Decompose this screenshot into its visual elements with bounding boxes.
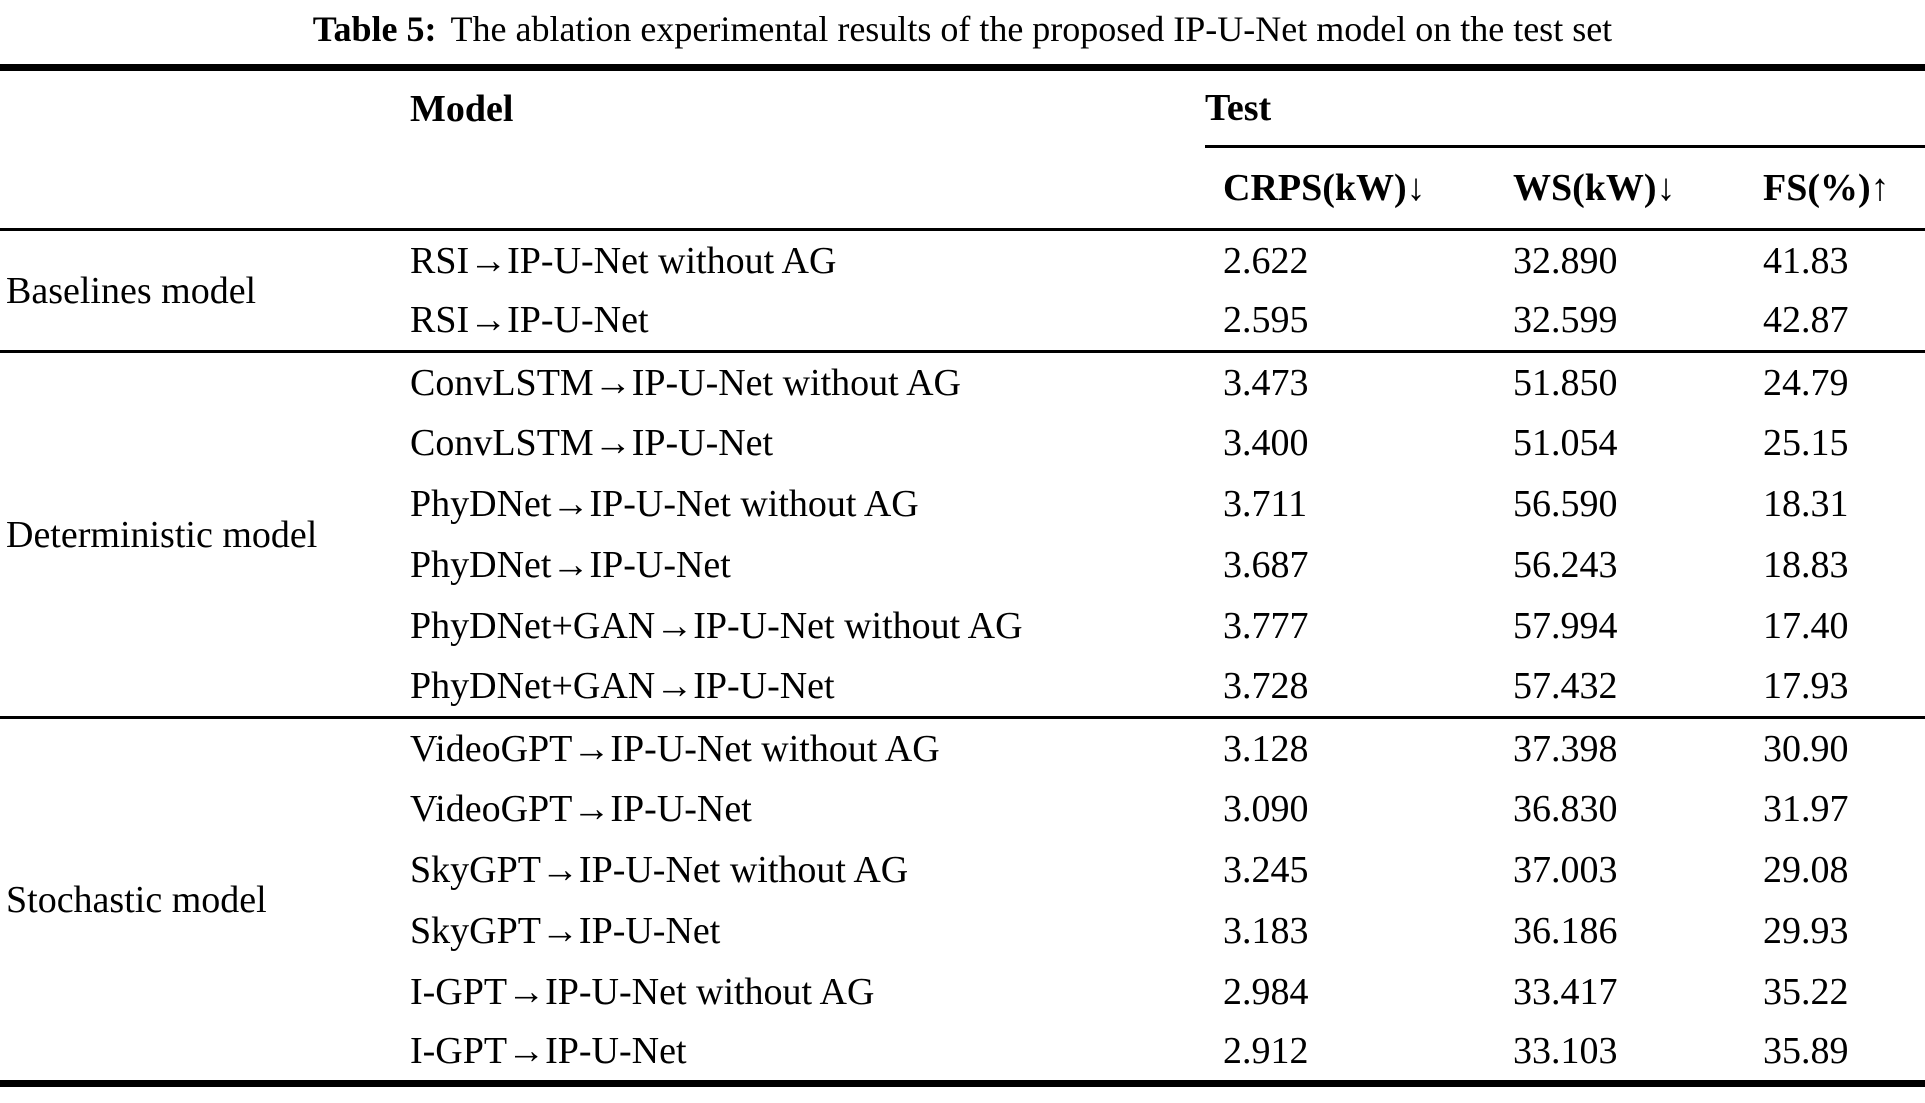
crps-cell: 3.473 — [1205, 350, 1495, 413]
model-cell: SkyGPT→IP-U-Net — [410, 910, 721, 952]
crps-cell: 3.183 — [1223, 910, 1309, 952]
fs-cell: 18.31 — [1763, 483, 1849, 525]
table-row: PhyDNet→IP-U-Net without AG 3.711 56.590 18… — [0, 474, 1925, 535]
fs-cell: 31.97 — [1763, 788, 1849, 830]
ws-cell: 32.890 — [1513, 239, 1618, 282]
fs-cell: 30.90 — [1745, 716, 1925, 779]
ws-cell: 37.398 — [1495, 716, 1745, 779]
model-cell: VideoGPT→IP-U-Net — [410, 788, 752, 830]
model-cell: RSI→IP-U-Net without AG — [410, 239, 837, 282]
table-caption: Table 5: The ablation experimental result… — [0, 0, 1925, 54]
model-cell: I-GPT→IP-U-Net — [410, 1030, 687, 1073]
header-row-top: Model Test — [0, 67, 1925, 148]
group-label-cell: Deterministic model — [0, 350, 405, 718]
metric-header-ws: WS(kW)↓ — [1495, 146, 1745, 231]
crps-cell: 2.984 — [1223, 971, 1309, 1013]
table-row: SkyGPT→IP-U-Net 3.183 36.186 29.93 — [0, 901, 1925, 962]
ws-cell: 32.599 — [1513, 299, 1618, 342]
table-row: Stochastic model VideoGPT→IP-U-Net withou… — [0, 716, 1925, 1084]
ws-cell: 56.243 — [1513, 544, 1618, 586]
fs-cell: 29.93 — [1763, 910, 1849, 952]
model-cell: I-GPT→IP-U-Net without AG — [410, 971, 875, 1013]
ws-cell: 33.103 — [1513, 1030, 1618, 1073]
crps-cell: 2.622 — [1223, 239, 1309, 282]
corner-cell — [0, 68, 405, 147]
table-row: I-GPT→IP-U-Net without AG 2.984 33.417 35.2… — [0, 962, 1925, 1023]
table-row: SkyGPT→IP-U-Net without AG 3.245 37.003 29.… — [0, 840, 1925, 901]
ws-cell: 57.994 — [1513, 605, 1618, 647]
test-column-group-header: Test — [1205, 67, 1925, 148]
table-caption-label: Table 5: — [312, 9, 437, 49]
fs-cell: 18.83 — [1763, 544, 1849, 586]
table-row: VideoGPT→IP-U-Net 3.090 36.830 31.97 — [0, 779, 1925, 840]
table-row: RSI→IP-U-Net 2.595 32.599 42.87 — [0, 291, 1925, 352]
fs-cell: 35.22 — [1763, 971, 1849, 1013]
crps-cell: 3.128 — [1205, 716, 1495, 779]
ws-cell: 51.850 — [1495, 350, 1745, 413]
table-row: Deterministic model ConvLSTM→IP-U-Net wit… — [0, 350, 1925, 718]
table-row: Baselines model RSI→IP-U-Net without AG 2.… — [0, 230, 1925, 312]
table-body: Baselines model RSI→IP-U-Net without AG 2.… — [0, 230, 1925, 1084]
group-label-cell: Stochastic model — [0, 716, 405, 1084]
table-row: I-GPT→IP-U-Net 2.912 33.103 35.89 — [0, 1023, 1925, 1084]
model-cell: PhyDNet+GAN→IP-U-Net without AG — [410, 605, 1023, 647]
crps-cell: 3.400 — [1223, 422, 1309, 464]
fs-cell: 42.87 — [1763, 299, 1849, 342]
fs-cell: 41.83 — [1763, 239, 1849, 282]
empty-cell — [405, 146, 1205, 231]
ws-cell: 37.003 — [1513, 849, 1618, 891]
empty-cell — [0, 146, 405, 231]
crps-cell: 3.687 — [1223, 544, 1309, 586]
ws-cell: 33.417 — [1513, 971, 1618, 1013]
fs-cell: 24.79 — [1745, 350, 1925, 413]
model-cell: ConvLSTM→IP-U-Net — [410, 422, 774, 464]
metric-header-crps: CRPS(kW)↓ — [1205, 146, 1495, 231]
model-cell: PhyDNet+GAN→IP-U-Net — [410, 665, 835, 708]
model-cell: VideoGPT→IP-U-Net without AG — [405, 716, 1205, 779]
group-label-cell: Baselines model — [6, 269, 257, 312]
fs-cell: 17.40 — [1763, 605, 1849, 647]
fs-cell: 17.93 — [1763, 665, 1849, 708]
ws-cell: 36.186 — [1513, 910, 1618, 952]
table-row: PhyDNet+GAN→IP-U-Net 3.728 57.432 17.93 — [0, 657, 1925, 718]
crps-cell: 3.728 — [1223, 665, 1309, 708]
model-cell: SkyGPT→IP-U-Net without AG — [410, 849, 909, 891]
table-row: PhyDNet+GAN→IP-U-Net without AG 3.777 57.9… — [0, 596, 1925, 657]
fs-cell: 29.08 — [1763, 849, 1849, 891]
metric-header-fs: FS(%)↑ — [1745, 146, 1925, 231]
table-row: ConvLSTM→IP-U-Net 3.400 51.054 25.15 — [0, 413, 1925, 474]
ws-cell: 51.054 — [1513, 422, 1618, 464]
model-cell: RSI→IP-U-Net — [410, 299, 649, 342]
ws-cell: 56.590 — [1513, 483, 1618, 525]
model-cell: PhyDNet→IP-U-Net without AG — [410, 483, 919, 525]
table-row: PhyDNet→IP-U-Net 3.687 56.243 18.83 — [0, 535, 1925, 596]
fs-cell: 35.89 — [1763, 1030, 1849, 1073]
crps-cell: 2.912 — [1223, 1030, 1309, 1073]
model-cell: PhyDNet→IP-U-Net — [410, 544, 731, 586]
model-cell: ConvLSTM→IP-U-Net without AG — [405, 350, 1205, 413]
crps-cell: 3.245 — [1223, 849, 1309, 891]
crps-cell: 3.090 — [1223, 788, 1309, 830]
model-column-header: Model — [410, 87, 514, 130]
header-row-metrics: CRPS(kW)↓ WS(kW)↓ FS(%)↑ — [0, 146, 1925, 231]
crps-cell: 3.711 — [1223, 483, 1308, 525]
crps-cell: 3.777 — [1223, 605, 1309, 647]
ablation-results-table: Model Test CRPS(kW)↓ WS(kW)↓ FS(%)↑ Base… — [0, 64, 1925, 1087]
ws-cell: 57.432 — [1513, 665, 1618, 708]
crps-cell: 2.595 — [1223, 299, 1309, 342]
ws-cell: 36.830 — [1513, 788, 1618, 830]
fs-cell: 25.15 — [1763, 422, 1849, 464]
table-caption-text: The ablation experimental results of the… — [450, 9, 1613, 49]
